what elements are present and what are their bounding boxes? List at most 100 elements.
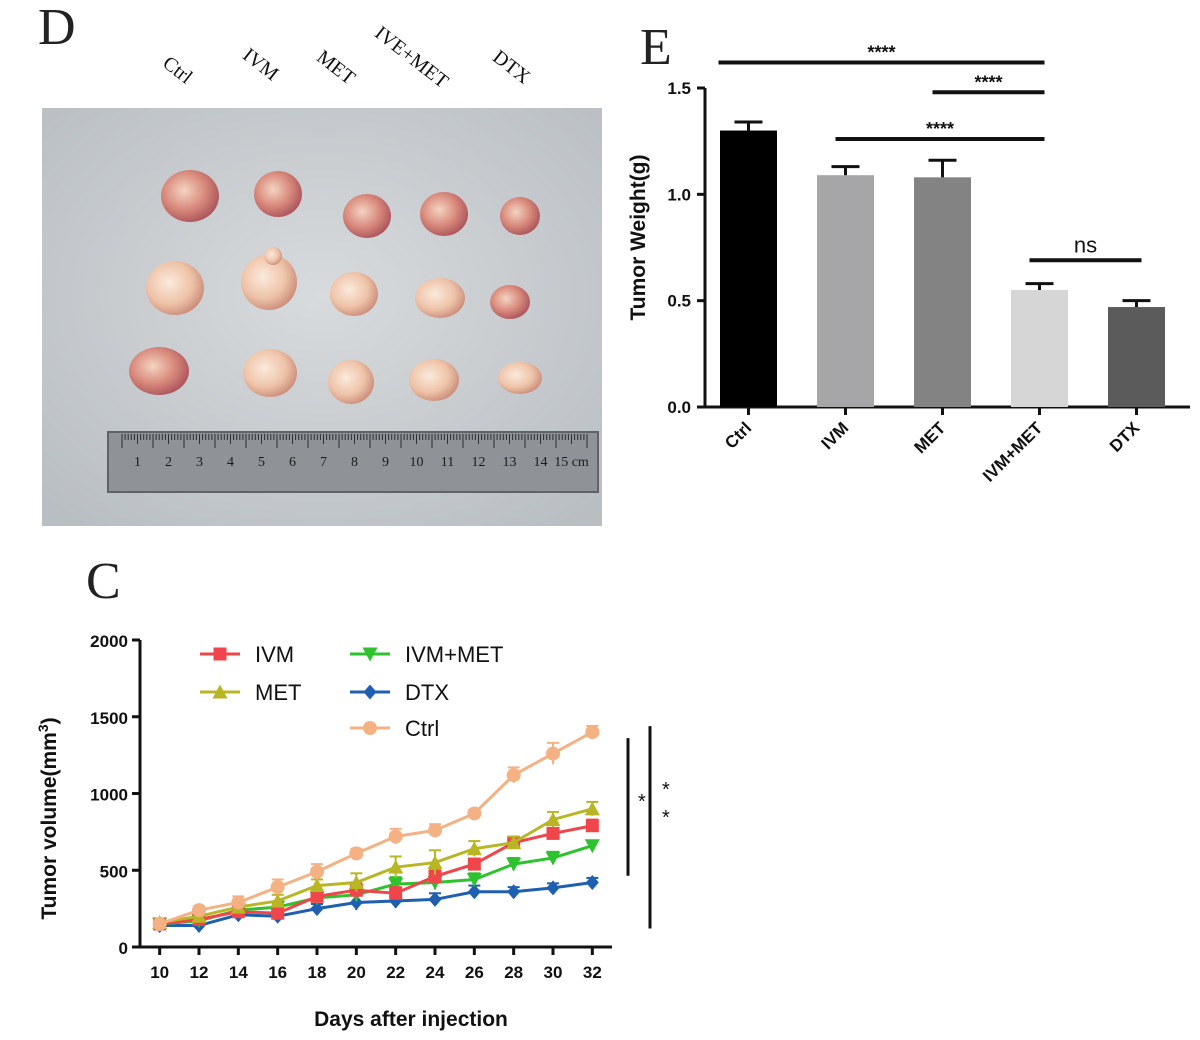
bar-met	[914, 177, 971, 407]
ruler-number: 4	[227, 455, 234, 470]
bar-chart-category-label: DTX	[1106, 418, 1144, 456]
line-chart-x-tick-label: 30	[544, 963, 563, 982]
series-point-ivm	[546, 826, 560, 840]
significance-label-dtx-1: *	[662, 779, 670, 801]
bar-chart-category-label: IVM	[818, 418, 853, 453]
line-chart-x-tick-label: 26	[465, 963, 484, 982]
series-point-met	[466, 841, 482, 856]
tumor-row-3	[129, 347, 542, 404]
line-chart-x-tick-label: 12	[190, 963, 209, 982]
line-chart-x-tick-label: 14	[229, 963, 248, 982]
series-point-met	[309, 878, 325, 893]
panel-letter-d: D	[38, 0, 76, 56]
series-point-met	[348, 875, 364, 890]
series-point-ctrl	[585, 725, 600, 740]
significance-label: ****	[974, 72, 1002, 92]
ruler-number: 7	[320, 455, 327, 470]
legend-marker	[363, 721, 377, 735]
series-point-ivm-met	[584, 839, 600, 854]
y-axis-title-main: Tumor volume(mm	[38, 732, 61, 919]
series-point-met	[388, 859, 404, 874]
series-point-ivm-met	[545, 851, 561, 866]
series-line-met	[159, 807, 593, 924]
series-point-dtx	[585, 875, 599, 891]
ruler-number: 12	[472, 455, 486, 470]
ruler-number: 10	[410, 455, 424, 470]
ruler-number: 6	[289, 455, 296, 470]
y-axis-title-close: )	[38, 717, 61, 724]
line-chart-x-tick-label: 28	[504, 963, 523, 982]
panel-letter-c: C	[86, 553, 121, 610]
series-ivm-met	[152, 839, 600, 932]
series-point-met	[545, 812, 561, 827]
tumor-row-1	[161, 170, 540, 238]
legend-entry-met: MET	[200, 680, 301, 705]
line-chart-y-tick-label: 1000	[90, 786, 128, 805]
bar-dtx	[1108, 307, 1165, 407]
legend-marker	[362, 647, 378, 662]
legend-label: MET	[255, 680, 301, 705]
line-chart-y-tick-label: 0	[119, 939, 128, 958]
series-point-ivm-met	[466, 872, 482, 887]
line-chart-legend: IVM MET IVM+MET DTX Ctrl	[200, 642, 503, 741]
ruler: 1 2 3 4 5 6 7 8 9 10 11 12 13 14 15 cm	[107, 431, 599, 493]
legend-label: IVM+MET	[405, 642, 503, 667]
legend-marker	[213, 647, 227, 661]
photo-label-met: MET	[312, 46, 360, 90]
ruler-number: 14	[534, 455, 548, 470]
series-line-dtx	[159, 881, 593, 928]
significance-label: ns	[1074, 232, 1097, 257]
line-chart-axes: 0 500 1000 1500 2000 10 12 14 16 18 20 22 24 26 28 30 32	[90, 632, 612, 982]
series-point-ctrl	[152, 916, 167, 931]
panel-letter-e: E	[640, 19, 672, 76]
line-chart-y-tick-label: 1500	[90, 709, 128, 728]
bar-ivm-met	[1011, 290, 1068, 407]
series-point-dtx	[507, 884, 521, 900]
significance-label-dtx-2: *	[662, 807, 670, 829]
legend-entry-ivm: IVM	[200, 642, 294, 667]
series-point-ivm	[271, 906, 285, 920]
series-point-ivm-met	[506, 857, 522, 872]
bar-chart-y-tick-label: 0.5	[667, 292, 691, 311]
line-chart-x-tick-label: 22	[386, 963, 405, 982]
series-point-dtx	[428, 891, 442, 907]
series-met	[152, 800, 600, 929]
series-point-dtx	[467, 884, 481, 900]
series-point-ivm	[428, 869, 442, 883]
legend-marker	[212, 684, 228, 699]
ruler-number: 13	[503, 455, 517, 470]
series-point-ctrl	[310, 864, 324, 879]
line-chart-x-tick-label: 18	[308, 963, 327, 982]
series-point-ctrl	[388, 829, 403, 844]
photo-label-ive-met: IVE+MET	[370, 22, 453, 93]
series-point-met	[427, 855, 443, 870]
significance-label: ****	[926, 119, 954, 139]
legend-label: DTX	[405, 680, 449, 705]
line-chart-y-axis-title: Tumor volume(mm3)	[35, 717, 61, 919]
legend-marker	[363, 684, 377, 700]
significance-label: ****	[867, 42, 895, 62]
line-chart-series	[152, 724, 600, 934]
photo-label-dtx: DTX	[488, 46, 535, 89]
bar-chart-category-label: MET	[911, 418, 950, 457]
tumor-photograph: 1 2 3 4 5 6 7 8 9 10 11 12 13 14 15 cm	[42, 108, 602, 526]
series-dtx	[153, 875, 599, 934]
line-chart-significance: * * *	[626, 726, 670, 929]
bar-chart-bars	[720, 120, 1165, 407]
bar-chart-y-axis-title: Tumor Weight(g)	[627, 154, 650, 320]
ruler-number: 5	[258, 455, 265, 470]
series-point-ctrl	[192, 903, 206, 918]
bar-ivm	[817, 175, 874, 407]
line-chart-x-tick-label: 20	[347, 963, 366, 982]
legend-entry-ivm-met: IVM+MET	[350, 642, 503, 667]
series-point-ctrl	[546, 746, 560, 761]
series-point-dtx	[546, 880, 560, 896]
series-point-ctrl	[349, 846, 364, 861]
bar-ctrl	[720, 130, 777, 407]
series-point-ctrl	[270, 880, 285, 895]
ruler-body	[107, 431, 599, 493]
line-chart-x-axis-title: Days after injection	[314, 1008, 508, 1031]
ruler-number: 11	[441, 455, 454, 470]
bar-chart-y-tick-label: 0.0	[667, 398, 691, 417]
series-line-ctrl	[159, 730, 594, 926]
